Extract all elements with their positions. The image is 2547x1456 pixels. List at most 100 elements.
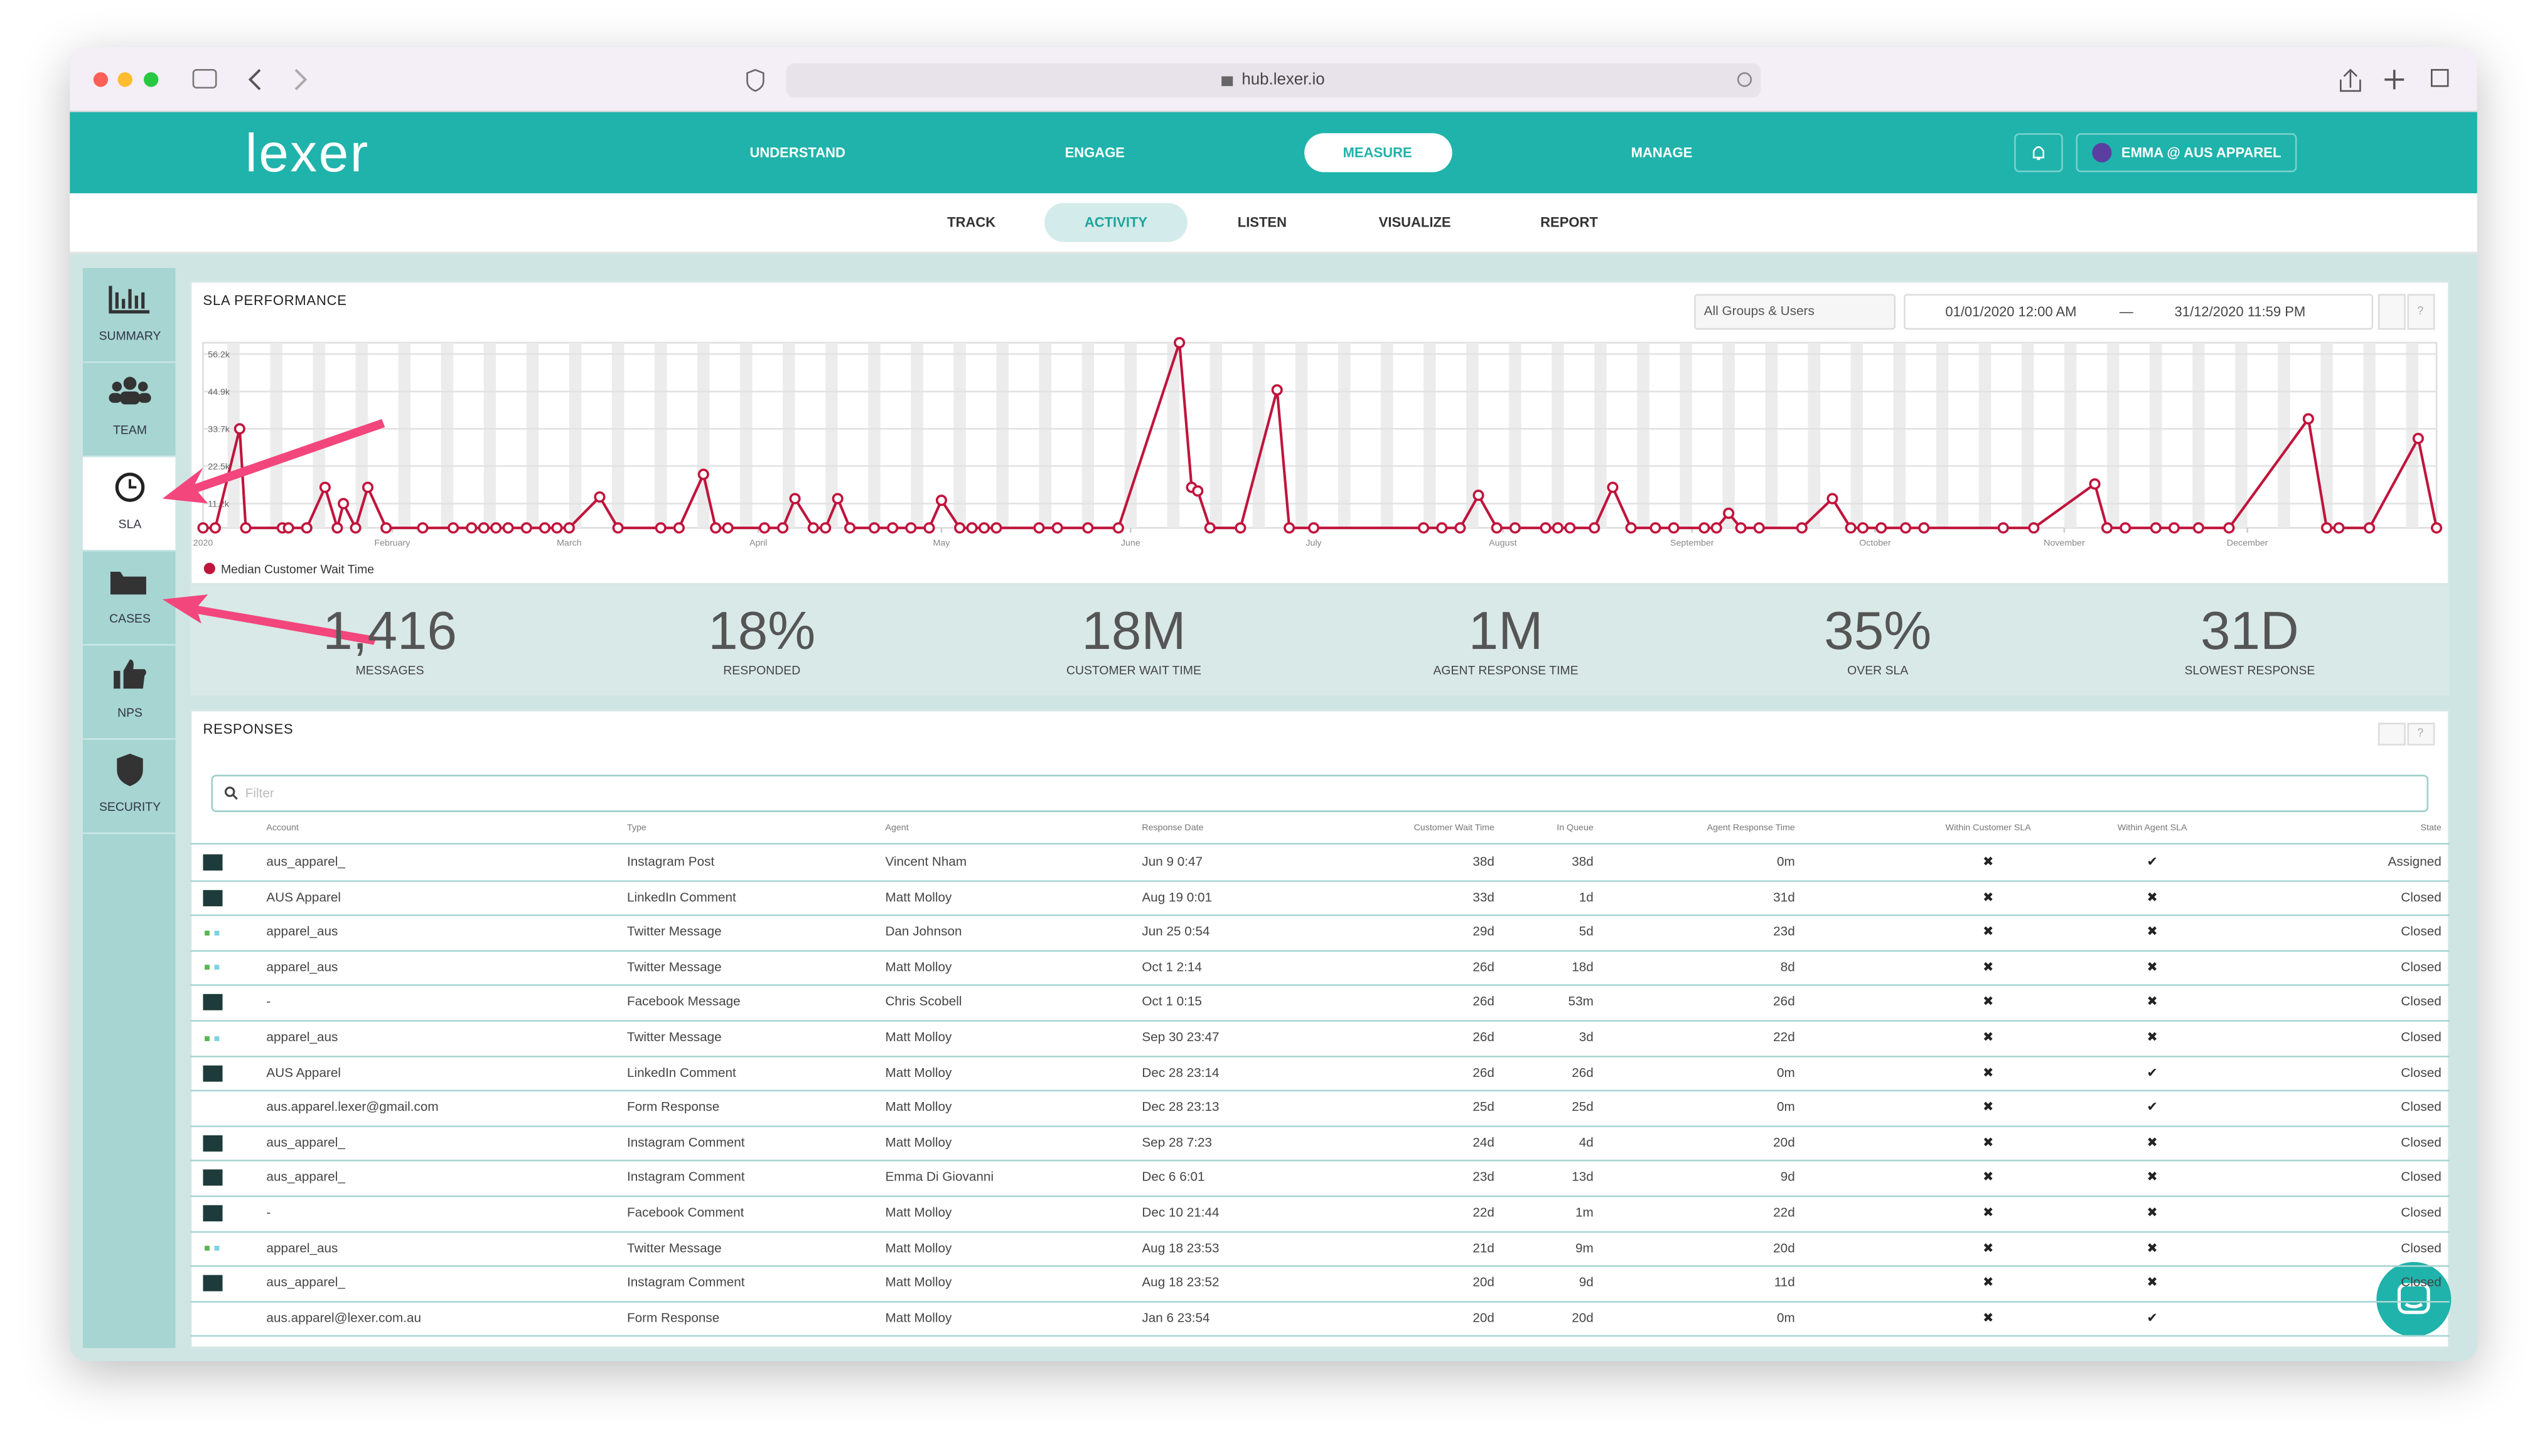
cell: ✖	[2147, 1135, 2158, 1150]
week-stripe	[441, 343, 454, 528]
forward-button[interactable]	[294, 68, 308, 90]
subnav-item[interactable]: TRACK	[947, 213, 996, 230]
reload-icon[interactable]	[1737, 72, 1752, 87]
data-point	[1552, 522, 1563, 534]
cell: ✖	[2147, 889, 2158, 904]
data-point	[1051, 522, 1063, 534]
cell: -	[266, 1205, 271, 1220]
date-from: 01/01/2020 12:00 AM	[1945, 303, 2077, 320]
tabs-icon[interactable]	[2430, 68, 2449, 87]
user-button[interactable]	[2076, 133, 2297, 173]
nav-item[interactable]: MANAGE	[1631, 144, 1693, 161]
data-point	[2223, 522, 2235, 534]
week-stripe	[1850, 343, 1863, 528]
cell: 26d	[1472, 959, 1494, 975]
data-point	[1607, 481, 1619, 493]
minimize-button[interactable]	[117, 72, 132, 87]
data-point	[844, 522, 856, 534]
folder-icon	[110, 571, 146, 595]
cell: 26d	[1472, 1029, 1494, 1045]
cell: 31d	[1773, 889, 1795, 904]
data-point	[954, 522, 966, 534]
data-point	[502, 522, 514, 534]
nav-item[interactable]: MEASURE	[1343, 144, 1412, 161]
sidebar-label[interactable]: CASES	[109, 611, 151, 626]
cell: 1m	[1575, 1205, 1594, 1220]
week-stripe	[2406, 343, 2418, 528]
data-point	[563, 522, 575, 534]
share-icon[interactable]	[2340, 68, 2361, 92]
sidebar-label[interactable]: SECURITY	[99, 799, 161, 815]
shield-icon	[117, 753, 143, 786]
download-button[interactable]	[2378, 294, 2406, 330]
sidebar-label[interactable]: SLA	[118, 517, 142, 532]
data-point	[1723, 507, 1735, 519]
cell: Matt Molloy	[885, 1275, 952, 1290]
bell-button[interactable]	[2014, 133, 2063, 173]
account-icon	[203, 1170, 223, 1187]
week-stripe	[483, 343, 496, 528]
nav-item[interactable]: UNDERSTAND	[749, 144, 845, 161]
cell: 20d	[1472, 1310, 1494, 1325]
week-stripe	[1594, 343, 1607, 528]
data-point	[1454, 522, 1466, 534]
address-bar[interactable]	[786, 63, 1761, 98]
sidebar-label[interactable]: TEAM	[113, 422, 147, 437]
stat-label: MESSAGES	[355, 663, 424, 678]
cell: 11d	[1774, 1275, 1795, 1290]
cell: Emma Di Giovanni	[885, 1170, 994, 1185]
new-tab-icon[interactable]	[2384, 70, 2405, 90]
cell: Closed	[2401, 994, 2442, 1010]
data-point	[655, 522, 667, 534]
data-point	[1997, 522, 2009, 534]
responses-help-button[interactable]	[2407, 722, 2435, 746]
cell: Twitter Message	[626, 1240, 722, 1255]
x-tick-label: April	[749, 538, 767, 549]
back-button[interactable]	[248, 68, 261, 90]
filter-input[interactable]	[211, 774, 2429, 812]
week-stripe	[355, 343, 368, 528]
data-point	[905, 522, 917, 534]
nav-item[interactable]: ENGAGE	[1064, 144, 1125, 161]
chat-button[interactable]	[2375, 1260, 2453, 1338]
cell: 9m	[1575, 1240, 1594, 1255]
data-point	[448, 522, 459, 534]
help-button[interactable]	[2407, 294, 2435, 330]
close-button[interactable]	[93, 72, 109, 87]
stat-value: 35%	[1824, 600, 1932, 661]
row-divider	[190, 914, 2450, 916]
data-point	[1540, 522, 1552, 534]
y-tick-label: 22.5k	[208, 462, 230, 472]
cell: Dec 10 21:44	[1142, 1205, 1220, 1220]
group-select[interactable]	[1694, 294, 1896, 330]
week-stripe	[227, 343, 240, 528]
responses-download-button[interactable]	[2378, 722, 2406, 746]
data-point	[2363, 522, 2376, 534]
filter-placeholder: Filter	[245, 786, 274, 801]
cell: 13d	[1572, 1170, 1594, 1185]
cell: Matt Molloy	[885, 959, 952, 975]
cell: 22d	[1773, 1029, 1795, 1045]
cell: Facebook Message	[626, 994, 741, 1010]
subnav-item[interactable]: REPORT	[1540, 213, 1598, 230]
sidebar-label[interactable]: NPS	[117, 705, 142, 720]
zoom-button[interactable]	[144, 72, 159, 87]
x-tick-label: July	[1306, 538, 1322, 549]
date-range-picker[interactable]	[1904, 294, 2374, 330]
subnav-item[interactable]: LISTEN	[1237, 213, 1287, 230]
cell: Closed	[2401, 1275, 2442, 1290]
subnav-item[interactable]: ACTIVITY	[1084, 213, 1148, 230]
data-point	[935, 495, 948, 506]
data-point	[868, 522, 881, 534]
account-icon	[205, 930, 220, 935]
cell: ✔	[2147, 1100, 2158, 1115]
subnav-item[interactable]: VISUALIZE	[1378, 213, 1451, 230]
row-divider	[190, 1089, 2450, 1092]
data-point	[209, 522, 222, 534]
data-point	[722, 522, 734, 534]
column-header: Agent	[885, 823, 909, 834]
sidebar-toggle[interactable]	[192, 68, 217, 89]
sidebar-label[interactable]: SUMMARY	[99, 328, 161, 343]
data-point	[2150, 522, 2162, 534]
